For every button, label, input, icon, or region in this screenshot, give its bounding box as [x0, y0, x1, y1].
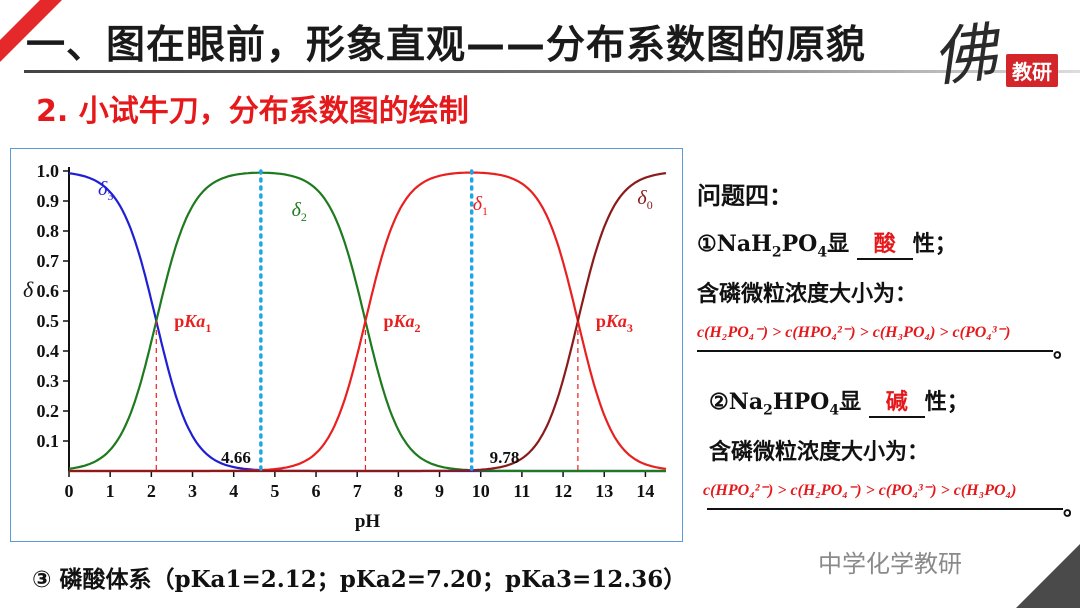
y-axis-label: δ [23, 277, 34, 302]
series-δ3-line [68, 172, 666, 473]
logo-stamp: 教研 [1006, 54, 1058, 87]
series-δ0-line [69, 172, 667, 473]
y-tick-label: 0.2 [37, 401, 60, 421]
x-tick-label: 10 [472, 481, 490, 501]
y-tick-label: 0.1 [37, 431, 60, 451]
q1-label: 显 [827, 231, 850, 257]
period-1: 。 [1053, 338, 1076, 363]
series-δ1-label: δ1 [473, 193, 488, 218]
logo: 佛 教研 [929, 4, 1072, 96]
answer-rule-1 [697, 350, 1053, 352]
x-tick-label: 1 [106, 481, 115, 501]
series-δ0-label: δ0 [637, 187, 652, 212]
corner-decoration-inner [0, 0, 40, 40]
q2-tail: 性； [924, 389, 969, 415]
y-tick-label: 1.0 [37, 161, 60, 181]
x-tick-label: 12 [554, 481, 572, 501]
period-2: 。 [1063, 490, 1080, 522]
pka-label: pKa3 [596, 311, 633, 335]
question-1: ①NaH2PO4显 酸性； [697, 226, 957, 260]
order-2: c(HPO₄²⁻) > c(H₂PO₄⁻) > c(PO₄³⁻) > c(H₃P… [703, 482, 1017, 499]
q1-formula-a: ①NaH [697, 231, 772, 257]
page-subtitle: 2. 小试牛刀，分布系数图的绘制 [36, 94, 469, 129]
q1-formula-b: PO [781, 231, 818, 257]
distribution-chart: 0 1 2 3 4 5 6 7 8 9 10 11 12 13 14 0.1 0.2 0.3 0.4 0.5 0.6 0.… [10, 148, 683, 542]
x-tick-label: 2 [147, 481, 156, 501]
series-δ2-label: δ2 [292, 199, 307, 224]
x-tick-label: 6 [312, 481, 321, 501]
logo-script: 佛 [928, 15, 1001, 97]
order-heading-2: 含磷微粒浓度大小为： [709, 440, 930, 465]
q2-label: 显 [839, 389, 862, 415]
chart-svg: 0 1 2 3 4 5 6 7 8 9 10 11 12 13 140.10.20.30.40.50.60.… [23, 161, 667, 532]
x-tick-label: 11 [513, 481, 530, 501]
y-tick-label: 0.3 [37, 371, 60, 391]
corner-decoration-br [1016, 544, 1080, 608]
system-label: ③ 磷酸体系（ [32, 567, 175, 593]
pka-label: pKa1 [174, 311, 211, 335]
x-tick-label: 8 [394, 481, 403, 501]
x-tick-label: 13 [595, 481, 613, 501]
y-tick-label: 0.4 [37, 341, 60, 361]
watermark: 中学化学教研 [818, 550, 962, 578]
title-divider [24, 70, 1080, 73]
q2-formula-b: HPO [772, 389, 830, 415]
order-heading-1: 含磷微粒浓度大小为： [697, 282, 918, 307]
series-δ1-line [69, 171, 667, 473]
q2-answer: 碱 [868, 384, 925, 418]
q1-answer: 酸 [856, 226, 913, 260]
y-tick-label: 0.7 [37, 251, 60, 271]
x-tick-label: 7 [353, 481, 362, 501]
question-2: ②Na2HPO4显 碱性； [709, 384, 969, 418]
dotted-line-label: 4.66 [221, 448, 251, 467]
q1-tail: 性； [912, 231, 957, 257]
x-tick-label: 4 [229, 481, 238, 501]
system-values: pKa1=2.12；pKa2=7.20；pKa3=12.36） [174, 566, 687, 593]
x-tick-label: 14 [636, 481, 654, 501]
y-tick-label: 0.9 [37, 191, 60, 211]
page-title: 一、图在眼前，形象直观——分布系数图的原貌 [26, 23, 867, 68]
y-tick-label: 0.6 [37, 281, 60, 301]
answer-rule-2 [707, 508, 1063, 510]
x-tick-label: 3 [188, 481, 197, 501]
order-1: c(H₂PO₄⁻) > c(HPO₄²⁻) > c(H₃PO₄) > c(PO₄… [697, 324, 1011, 341]
y-tick-label: 0.5 [37, 311, 60, 331]
question-heading: 问题四： [697, 182, 793, 210]
q2-formula-a: ②Na [709, 389, 764, 415]
x-axis-label: pH [355, 511, 381, 532]
series-δ3-label: δ3 [98, 178, 113, 203]
y-tick-label: 0.8 [37, 221, 60, 241]
x-tick-label: 5 [270, 481, 279, 501]
dotted-line-label: 9.78 [490, 448, 520, 467]
pka-label: pKa2 [383, 311, 420, 335]
phosphoric-system: ③ 磷酸体系（pKa1=2.12；pKa2=7.20；pKa3=12.36） [32, 560, 686, 594]
x-tick-label: 0 [65, 481, 74, 501]
series-δ2-line [68, 171, 666, 473]
x-tick-label: 9 [435, 481, 444, 501]
